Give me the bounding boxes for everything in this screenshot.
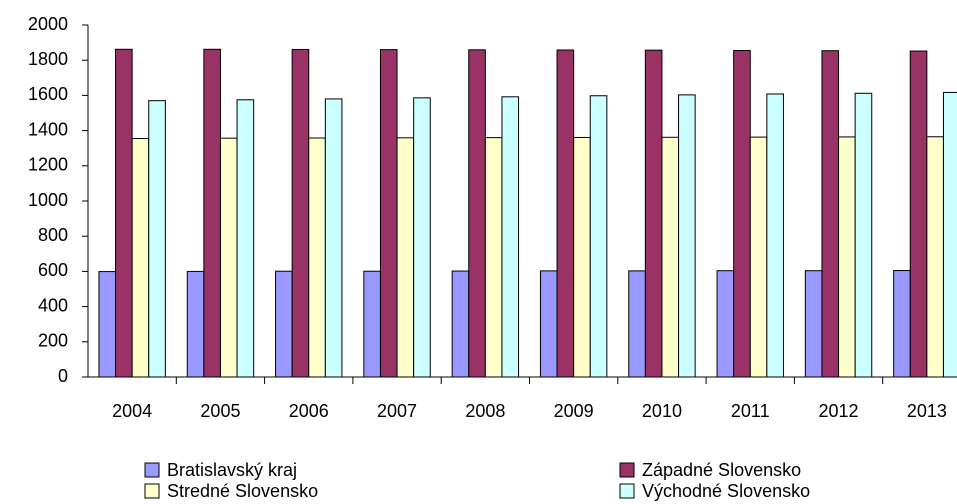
- y-tick-label: 1600: [28, 84, 68, 104]
- bar: [131, 138, 150, 378]
- legend-label: Bratislavský kraj: [167, 460, 297, 480]
- bar: [236, 99, 255, 378]
- x-tick-label: 2012: [819, 401, 859, 421]
- bar: [291, 48, 310, 378]
- bar: [573, 136, 591, 378]
- legend-label: Stredné Slovensko: [167, 481, 318, 501]
- bar: [644, 49, 663, 378]
- bar: [413, 97, 431, 378]
- x-tick-label: 2007: [377, 401, 417, 421]
- bar: [893, 270, 911, 378]
- bar: [186, 270, 205, 378]
- bar: [363, 270, 381, 378]
- bar: [589, 95, 608, 378]
- bar: [501, 96, 520, 378]
- x-tick-label: 2009: [554, 401, 594, 421]
- bar: [451, 270, 470, 378]
- x-tick-label: 2013: [907, 401, 947, 421]
- bar: [275, 270, 293, 378]
- bar: [484, 137, 503, 378]
- bar: [324, 98, 343, 378]
- bar: [716, 270, 735, 378]
- legend-swatch: [144, 462, 160, 478]
- legend-label: Západné Slovensko: [642, 460, 801, 480]
- x-tick-label: 2006: [289, 401, 329, 421]
- bar: [539, 270, 558, 378]
- bar: [379, 49, 398, 378]
- x-tick-label: 2005: [200, 401, 240, 421]
- bar: [926, 136, 944, 378]
- bar: [556, 49, 575, 378]
- bar: [678, 94, 696, 378]
- x-tick-label: 2010: [642, 401, 682, 421]
- bar: [148, 100, 166, 378]
- bar: [203, 48, 221, 378]
- y-tick-label: 200: [38, 331, 68, 351]
- bar: [749, 136, 768, 378]
- bar: [804, 270, 823, 378]
- y-tick-label: 400: [38, 295, 68, 315]
- y-tick-label: 600: [38, 260, 68, 280]
- y-tick-label: 0: [58, 366, 68, 386]
- legend-label: Východné Slovensko: [642, 481, 810, 501]
- bar: [766, 93, 784, 378]
- y-tick-label: 1200: [28, 155, 68, 175]
- bar: [308, 137, 326, 378]
- bar: [942, 91, 957, 378]
- x-tick-label: 2008: [465, 401, 505, 421]
- bar: [115, 48, 133, 378]
- bar: [468, 49, 486, 378]
- legend-swatch: [619, 462, 635, 478]
- legend-swatch: [619, 483, 635, 499]
- bar: [396, 137, 415, 378]
- bar: [661, 136, 680, 378]
- legend-swatch: [144, 483, 160, 499]
- y-tick-label: 800: [38, 225, 68, 245]
- x-tick-label: 2011: [731, 401, 770, 421]
- bar: [733, 50, 751, 378]
- bar: [219, 137, 238, 378]
- bar: [838, 136, 856, 378]
- x-tick-label: 2004: [112, 401, 152, 421]
- y-tick-label: 1000: [28, 190, 68, 210]
- bar: [98, 271, 117, 378]
- bar: [854, 92, 873, 378]
- bar: [821, 50, 840, 378]
- y-tick-label: 2000: [28, 14, 68, 34]
- bar: [909, 50, 928, 378]
- bar: [628, 270, 646, 378]
- y-tick-label: 1800: [28, 49, 68, 69]
- y-tick-label: 1400: [28, 119, 68, 139]
